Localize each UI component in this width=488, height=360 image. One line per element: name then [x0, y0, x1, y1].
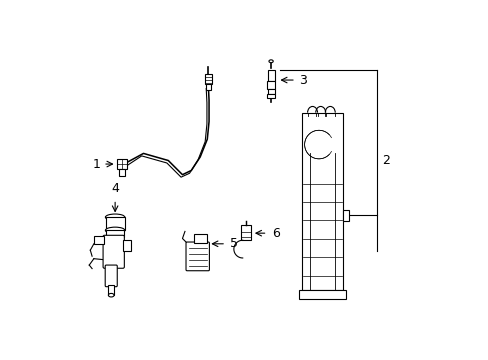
- Bar: [108, 285, 114, 295]
- Bar: [106, 230, 124, 238]
- Bar: [204, 74, 211, 84]
- Bar: [105, 217, 125, 230]
- FancyBboxPatch shape: [185, 242, 209, 271]
- Ellipse shape: [108, 293, 114, 297]
- Text: 6: 6: [271, 227, 279, 240]
- Text: 3: 3: [299, 73, 306, 86]
- Bar: [299, 290, 345, 299]
- Bar: [302, 113, 342, 290]
- Bar: [117, 159, 127, 169]
- Bar: [266, 81, 275, 89]
- Ellipse shape: [105, 214, 124, 220]
- Bar: [267, 70, 274, 81]
- Ellipse shape: [105, 227, 124, 234]
- Bar: [241, 225, 251, 240]
- Bar: [122, 240, 130, 251]
- Bar: [205, 84, 211, 90]
- Text: 4: 4: [111, 182, 119, 195]
- Bar: [119, 169, 125, 176]
- Ellipse shape: [268, 60, 273, 63]
- Text: 5: 5: [230, 237, 238, 250]
- FancyBboxPatch shape: [105, 265, 117, 287]
- Bar: [267, 89, 274, 94]
- Bar: [266, 94, 275, 98]
- Bar: [94, 236, 104, 244]
- Bar: [342, 210, 348, 221]
- FancyBboxPatch shape: [103, 235, 124, 268]
- Bar: [194, 234, 206, 243]
- Text: 2: 2: [381, 154, 389, 167]
- Text: 1: 1: [92, 158, 100, 171]
